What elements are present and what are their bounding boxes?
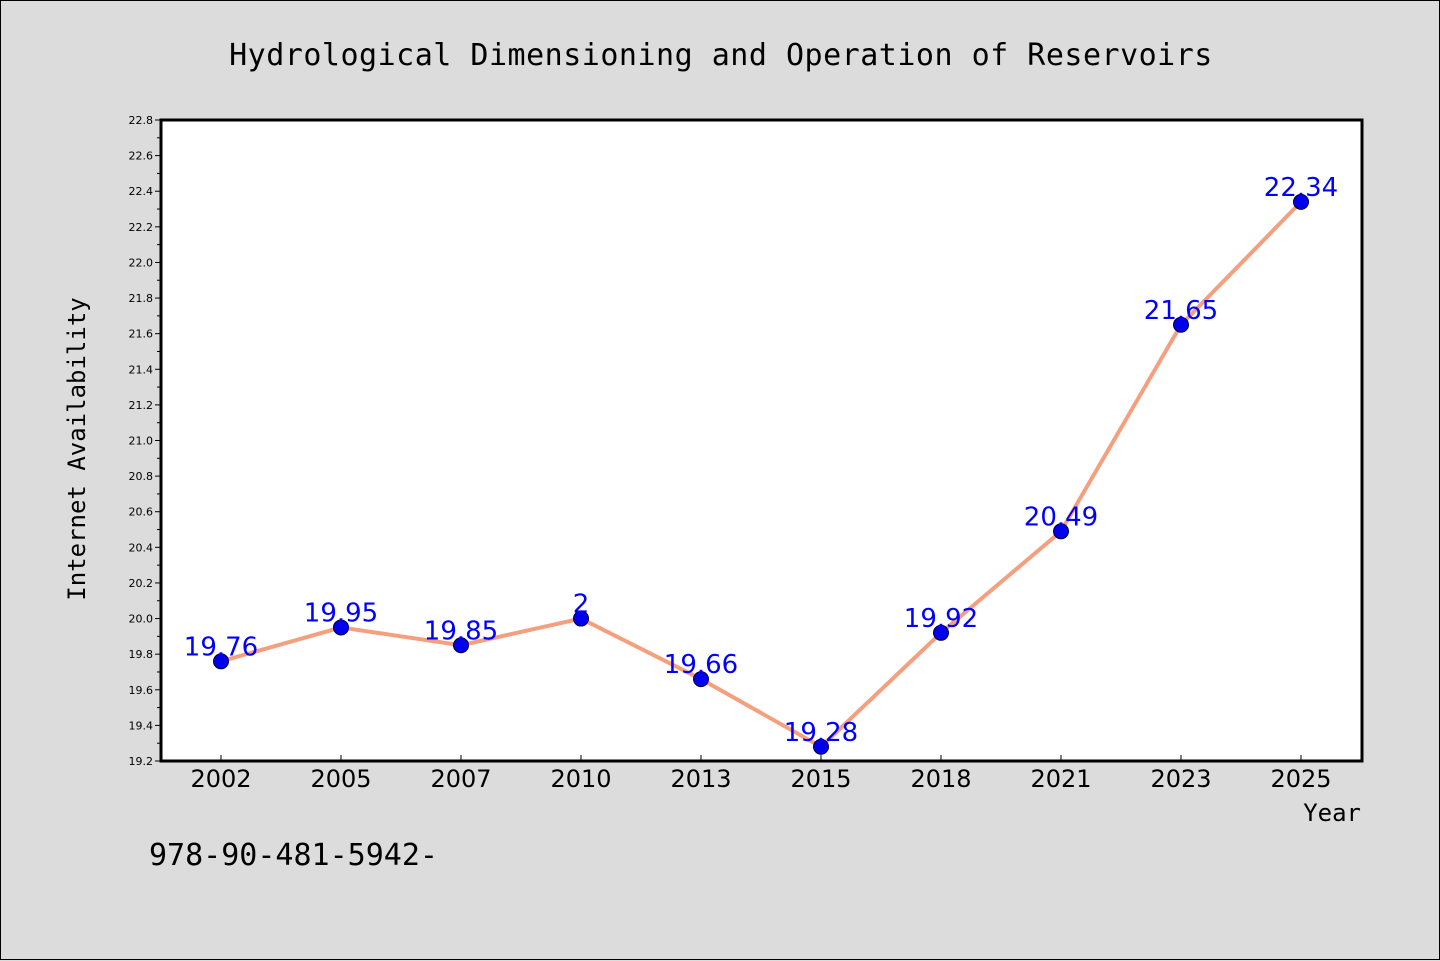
y-tick-label: 20.0 — [129, 613, 154, 626]
y-tick-label: 21.8 — [129, 292, 154, 305]
data-point — [813, 738, 829, 755]
plot-area — [159, 118, 1364, 763]
data-point — [1173, 316, 1189, 333]
data-point — [1053, 523, 1069, 540]
data-label: 19.92 — [904, 604, 978, 634]
y-tick-label: 19.2 — [129, 755, 154, 768]
x-axis-label: Year — [1303, 799, 1361, 827]
data-point — [573, 610, 589, 627]
data-label: 21.65 — [1144, 296, 1218, 326]
y-tick-label: 19.8 — [129, 648, 154, 661]
y-tick-label: 22.4 — [129, 185, 154, 198]
series-line — [219, 199, 1303, 749]
y-tick-label: 19.6 — [129, 684, 154, 697]
footer-text: 978-90-481-5942- — [149, 838, 438, 873]
y-axis-label: Internet Availability — [63, 297, 91, 600]
data-label: 19.28 — [784, 718, 858, 748]
data-label: 19.76 — [184, 632, 258, 662]
data-label: 19.66 — [664, 650, 738, 680]
data-label: 19.85 — [424, 616, 498, 646]
data-point — [333, 619, 349, 636]
y-tick-label: 21.0 — [129, 435, 154, 448]
data-label: 19.95 — [304, 598, 378, 628]
y-tick-label: 19.4 — [129, 719, 154, 732]
x-tick-label: 2013 — [670, 765, 731, 793]
y-tick-label: 22.0 — [129, 256, 154, 269]
x-tick-label: 2007 — [430, 765, 491, 793]
y-tick-label: 22.6 — [129, 150, 154, 163]
data-label: 22.34 — [1264, 173, 1338, 203]
y-tick-label: 22.2 — [129, 221, 154, 234]
x-tick-label: 2021 — [1030, 765, 1091, 793]
data-point — [453, 637, 469, 654]
y-tick-label: 21.2 — [129, 399, 154, 412]
x-tick-label: 2005 — [310, 765, 371, 793]
y-tick-label: 20.6 — [129, 506, 154, 519]
data-label: 2 — [573, 590, 590, 620]
x-tick-label: 2025 — [1270, 765, 1331, 793]
chart-title: Hydrological Dimensioning and Operation … — [229, 38, 1213, 73]
x-tick-label: 2002 — [190, 765, 251, 793]
x-tick-label: 2010 — [550, 765, 611, 793]
y-tick-label: 21.6 — [129, 328, 154, 341]
y-tick-label: 21.4 — [129, 363, 154, 376]
series-line-group — [219, 199, 1303, 749]
data-markers — [213, 193, 1309, 755]
y-tick-label: 20.2 — [129, 577, 154, 590]
data-point — [933, 624, 949, 641]
x-tick-label: 2023 — [1150, 765, 1211, 793]
y-tick-label: 20.8 — [129, 470, 154, 483]
x-tick-label: 2018 — [910, 765, 971, 793]
y-tick-label: 20.4 — [129, 541, 154, 554]
y-axis-ticks: 19.2 19.4 19.6 19.8 20.0 20.2 20.4 20.6 20.8 21.0… — [129, 114, 161, 768]
data-point — [693, 671, 709, 688]
data-point — [1293, 193, 1309, 210]
y-tick-label: 22.8 — [129, 114, 154, 127]
x-tick-label: 2015 — [790, 765, 851, 793]
data-point — [213, 653, 229, 670]
data-labels: 19.76 19.95 19.85 2 19.66 19.28 19.92 20.49 21.6… — [184, 173, 1338, 748]
x-axis-ticks: 2002 2005 2007 2010 2013 2015 2018 2021 2023 2025 — [190, 755, 1332, 793]
data-label: 20.49 — [1024, 502, 1098, 532]
